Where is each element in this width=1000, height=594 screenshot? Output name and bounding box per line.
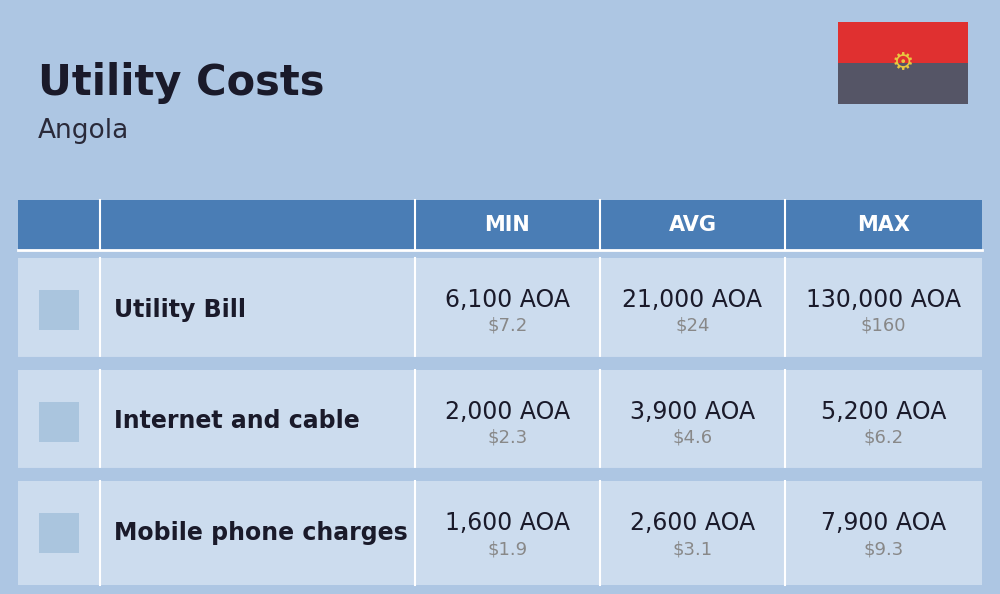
Text: ⚙: ⚙: [892, 51, 914, 75]
Text: Utility Bill: Utility Bill: [114, 298, 246, 322]
Text: 2,000 AOA: 2,000 AOA: [445, 400, 570, 424]
Bar: [39, 290, 79, 330]
Text: $3.1: $3.1: [672, 540, 713, 558]
Text: AVG: AVG: [668, 215, 716, 235]
Text: 3,900 AOA: 3,900 AOA: [630, 400, 755, 424]
Bar: [18, 258, 982, 362]
Bar: [838, 22, 968, 63]
Bar: [18, 200, 982, 250]
Text: $7.2: $7.2: [487, 317, 528, 335]
Text: 6,100 AOA: 6,100 AOA: [445, 288, 570, 312]
Bar: [39, 402, 79, 441]
Bar: [39, 513, 79, 553]
Text: Utility Costs: Utility Costs: [38, 62, 324, 104]
Text: Angola: Angola: [38, 118, 129, 144]
Text: MIN: MIN: [485, 215, 530, 235]
Text: $4.6: $4.6: [672, 428, 713, 447]
Text: $2.3: $2.3: [487, 428, 528, 447]
Text: $24: $24: [675, 317, 710, 335]
Text: 1,600 AOA: 1,600 AOA: [445, 511, 570, 535]
Text: $6.2: $6.2: [863, 428, 904, 447]
Text: 21,000 AOA: 21,000 AOA: [622, 288, 763, 312]
Text: $9.3: $9.3: [863, 540, 904, 558]
Text: 7,900 AOA: 7,900 AOA: [821, 511, 946, 535]
Bar: [18, 369, 982, 473]
Bar: [18, 481, 982, 585]
Text: $1.9: $1.9: [487, 540, 528, 558]
Text: 2,600 AOA: 2,600 AOA: [630, 511, 755, 535]
Text: 5,200 AOA: 5,200 AOA: [821, 400, 946, 424]
Text: 130,000 AOA: 130,000 AOA: [806, 288, 961, 312]
Text: Internet and cable: Internet and cable: [114, 409, 360, 434]
Text: $160: $160: [861, 317, 906, 335]
Bar: [838, 63, 968, 104]
Text: MAX: MAX: [857, 215, 910, 235]
Text: Mobile phone charges: Mobile phone charges: [114, 521, 408, 545]
